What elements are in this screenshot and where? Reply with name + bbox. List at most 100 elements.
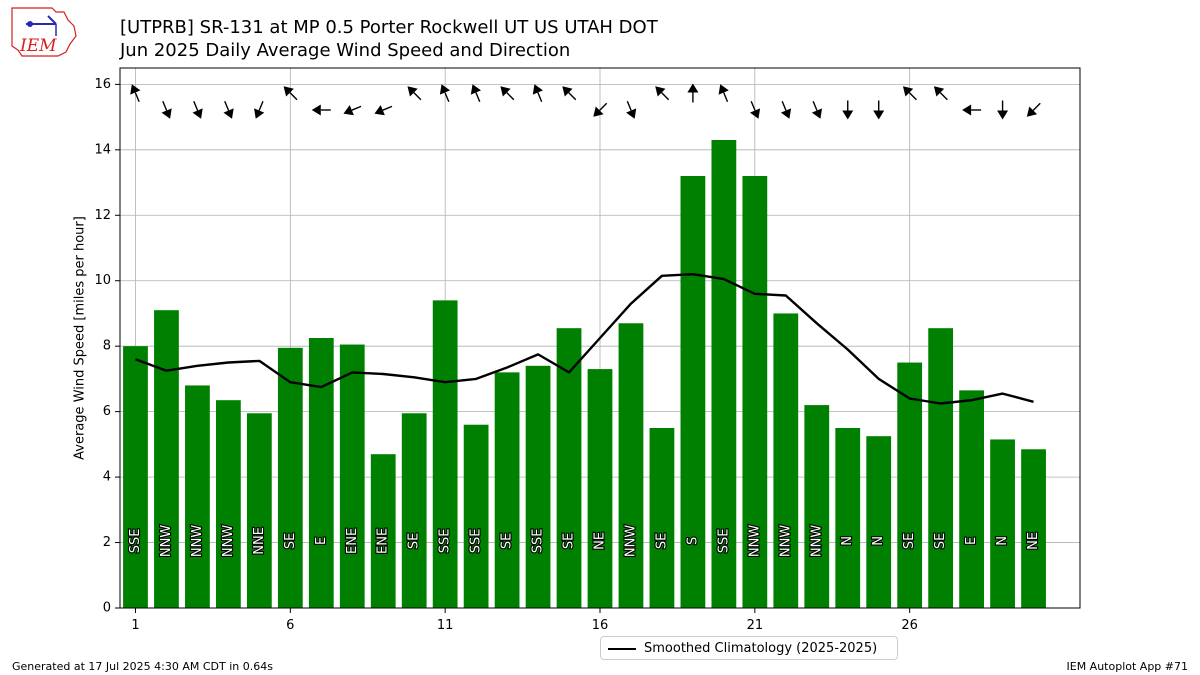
direction-label: SE	[500, 533, 515, 549]
wind-speed-bar	[277, 347, 303, 608]
wind-speed-bar	[742, 176, 768, 608]
direction-arrow	[687, 83, 699, 103]
wind-speed-bar	[494, 372, 520, 608]
wind-speed-bar	[370, 454, 396, 608]
y-tick-label: 8	[103, 339, 111, 354]
legend-label: Smoothed Climatology (2025-2025)	[644, 641, 878, 656]
wind-speed-bar	[990, 439, 1015, 608]
direction-arrow	[343, 105, 362, 116]
arrow-shaft	[506, 92, 515, 101]
arrow-head	[749, 108, 761, 119]
wind-speed-bar	[649, 428, 675, 608]
direction-label: NNW	[747, 525, 762, 557]
arrow-shaft	[162, 100, 168, 111]
arrow-head	[626, 108, 637, 119]
direction-label: NNW	[623, 525, 638, 557]
arrow-head	[374, 105, 385, 116]
arrow-head	[997, 110, 1009, 120]
direction-arrow	[1026, 102, 1041, 117]
direction-label: NNW	[809, 525, 824, 557]
direction-arrow	[718, 84, 729, 103]
wind-speed-bar	[123, 346, 148, 608]
direction-arrow	[902, 86, 917, 101]
direction-arrow	[780, 100, 792, 119]
direction-arrow	[374, 105, 393, 116]
direction-label: NNW	[190, 525, 205, 557]
direction-arrow	[223, 100, 234, 119]
x-tick-label: 1	[131, 618, 139, 633]
direction-arrow	[962, 104, 982, 116]
direction-label: ENE	[376, 528, 391, 554]
wind-speed-bar	[1021, 449, 1046, 608]
arrow-shaft	[258, 100, 264, 111]
logo-text: IEM	[19, 36, 57, 56]
direction-label: NE	[1026, 532, 1041, 550]
arrow-head	[873, 110, 885, 120]
arrow-head	[933, 86, 945, 97]
direction-label: N	[871, 536, 886, 546]
arrow-shaft	[134, 92, 140, 103]
arrow-shaft	[289, 92, 298, 101]
wind-speed-bar	[618, 323, 644, 608]
direction-arrow	[593, 102, 608, 117]
wind-speed-bar	[680, 176, 706, 608]
y-tick-label: 4	[103, 470, 111, 485]
arrow-head	[500, 86, 511, 97]
direction-label: SSE	[716, 529, 731, 554]
y-tick-label: 10	[94, 273, 111, 288]
arrow-head	[655, 86, 666, 97]
arrow-head	[902, 86, 914, 97]
generated-timestamp: Generated at 17 Jul 2025 4:30 AM CDT in …	[12, 660, 273, 673]
direction-label: SE	[283, 533, 298, 549]
direction-arrow	[933, 86, 948, 101]
direction-arrow	[626, 100, 637, 119]
arrow-head	[811, 108, 823, 119]
arrow-head	[687, 83, 699, 93]
direction-label: SE	[562, 533, 577, 549]
direction-arrow	[130, 84, 141, 103]
y-tick-label: 16	[94, 77, 111, 92]
arrow-head	[780, 108, 792, 119]
wind-speed-bar	[897, 362, 923, 608]
arrow-shaft	[537, 92, 543, 103]
arrow-shaft	[723, 92, 729, 103]
wind-speed-bar	[804, 405, 830, 608]
direction-label: SSE	[531, 529, 546, 554]
arrow-head	[223, 108, 234, 119]
wind-speed-bar	[959, 390, 984, 608]
arrow-head	[283, 86, 294, 97]
direction-arrow	[749, 100, 761, 119]
arrow-shaft	[193, 100, 199, 111]
wind-speed-bar	[525, 365, 551, 608]
arrow-head	[130, 84, 141, 95]
arrow-head	[842, 110, 854, 120]
arrow-shaft	[444, 92, 450, 103]
arrow-shaft	[382, 105, 393, 111]
x-tick-label: 26	[901, 618, 918, 633]
direction-arrow	[873, 100, 885, 120]
x-tick-label: 21	[747, 618, 764, 633]
direction-label: SSE	[128, 529, 143, 554]
direction-arrow	[407, 86, 422, 101]
direction-arrow	[311, 104, 331, 116]
direction-arrow	[655, 86, 670, 101]
x-tick-label: 16	[592, 618, 609, 633]
direction-label: N	[840, 536, 855, 546]
y-tick-label: 0	[103, 601, 111, 616]
direction-label: SSE	[469, 529, 484, 554]
arrow-shaft	[475, 92, 481, 103]
x-tick-label: 11	[437, 618, 454, 633]
wind-speed-bar	[866, 436, 892, 608]
direction-arrow	[997, 100, 1009, 120]
arrow-shaft	[599, 102, 608, 111]
arrow-head	[192, 108, 203, 119]
wind-speed-bar	[587, 369, 613, 608]
legend-line-swatch	[608, 648, 636, 650]
direction-arrow	[283, 86, 298, 101]
chart-title-line-1: [UTPRB] SR-131 at MP 0.5 Porter Rockwell…	[120, 17, 658, 38]
direction-label: SE	[654, 533, 669, 549]
direction-arrow	[161, 100, 172, 119]
direction-label: N	[995, 536, 1010, 546]
wind-speed-bar	[339, 344, 365, 608]
